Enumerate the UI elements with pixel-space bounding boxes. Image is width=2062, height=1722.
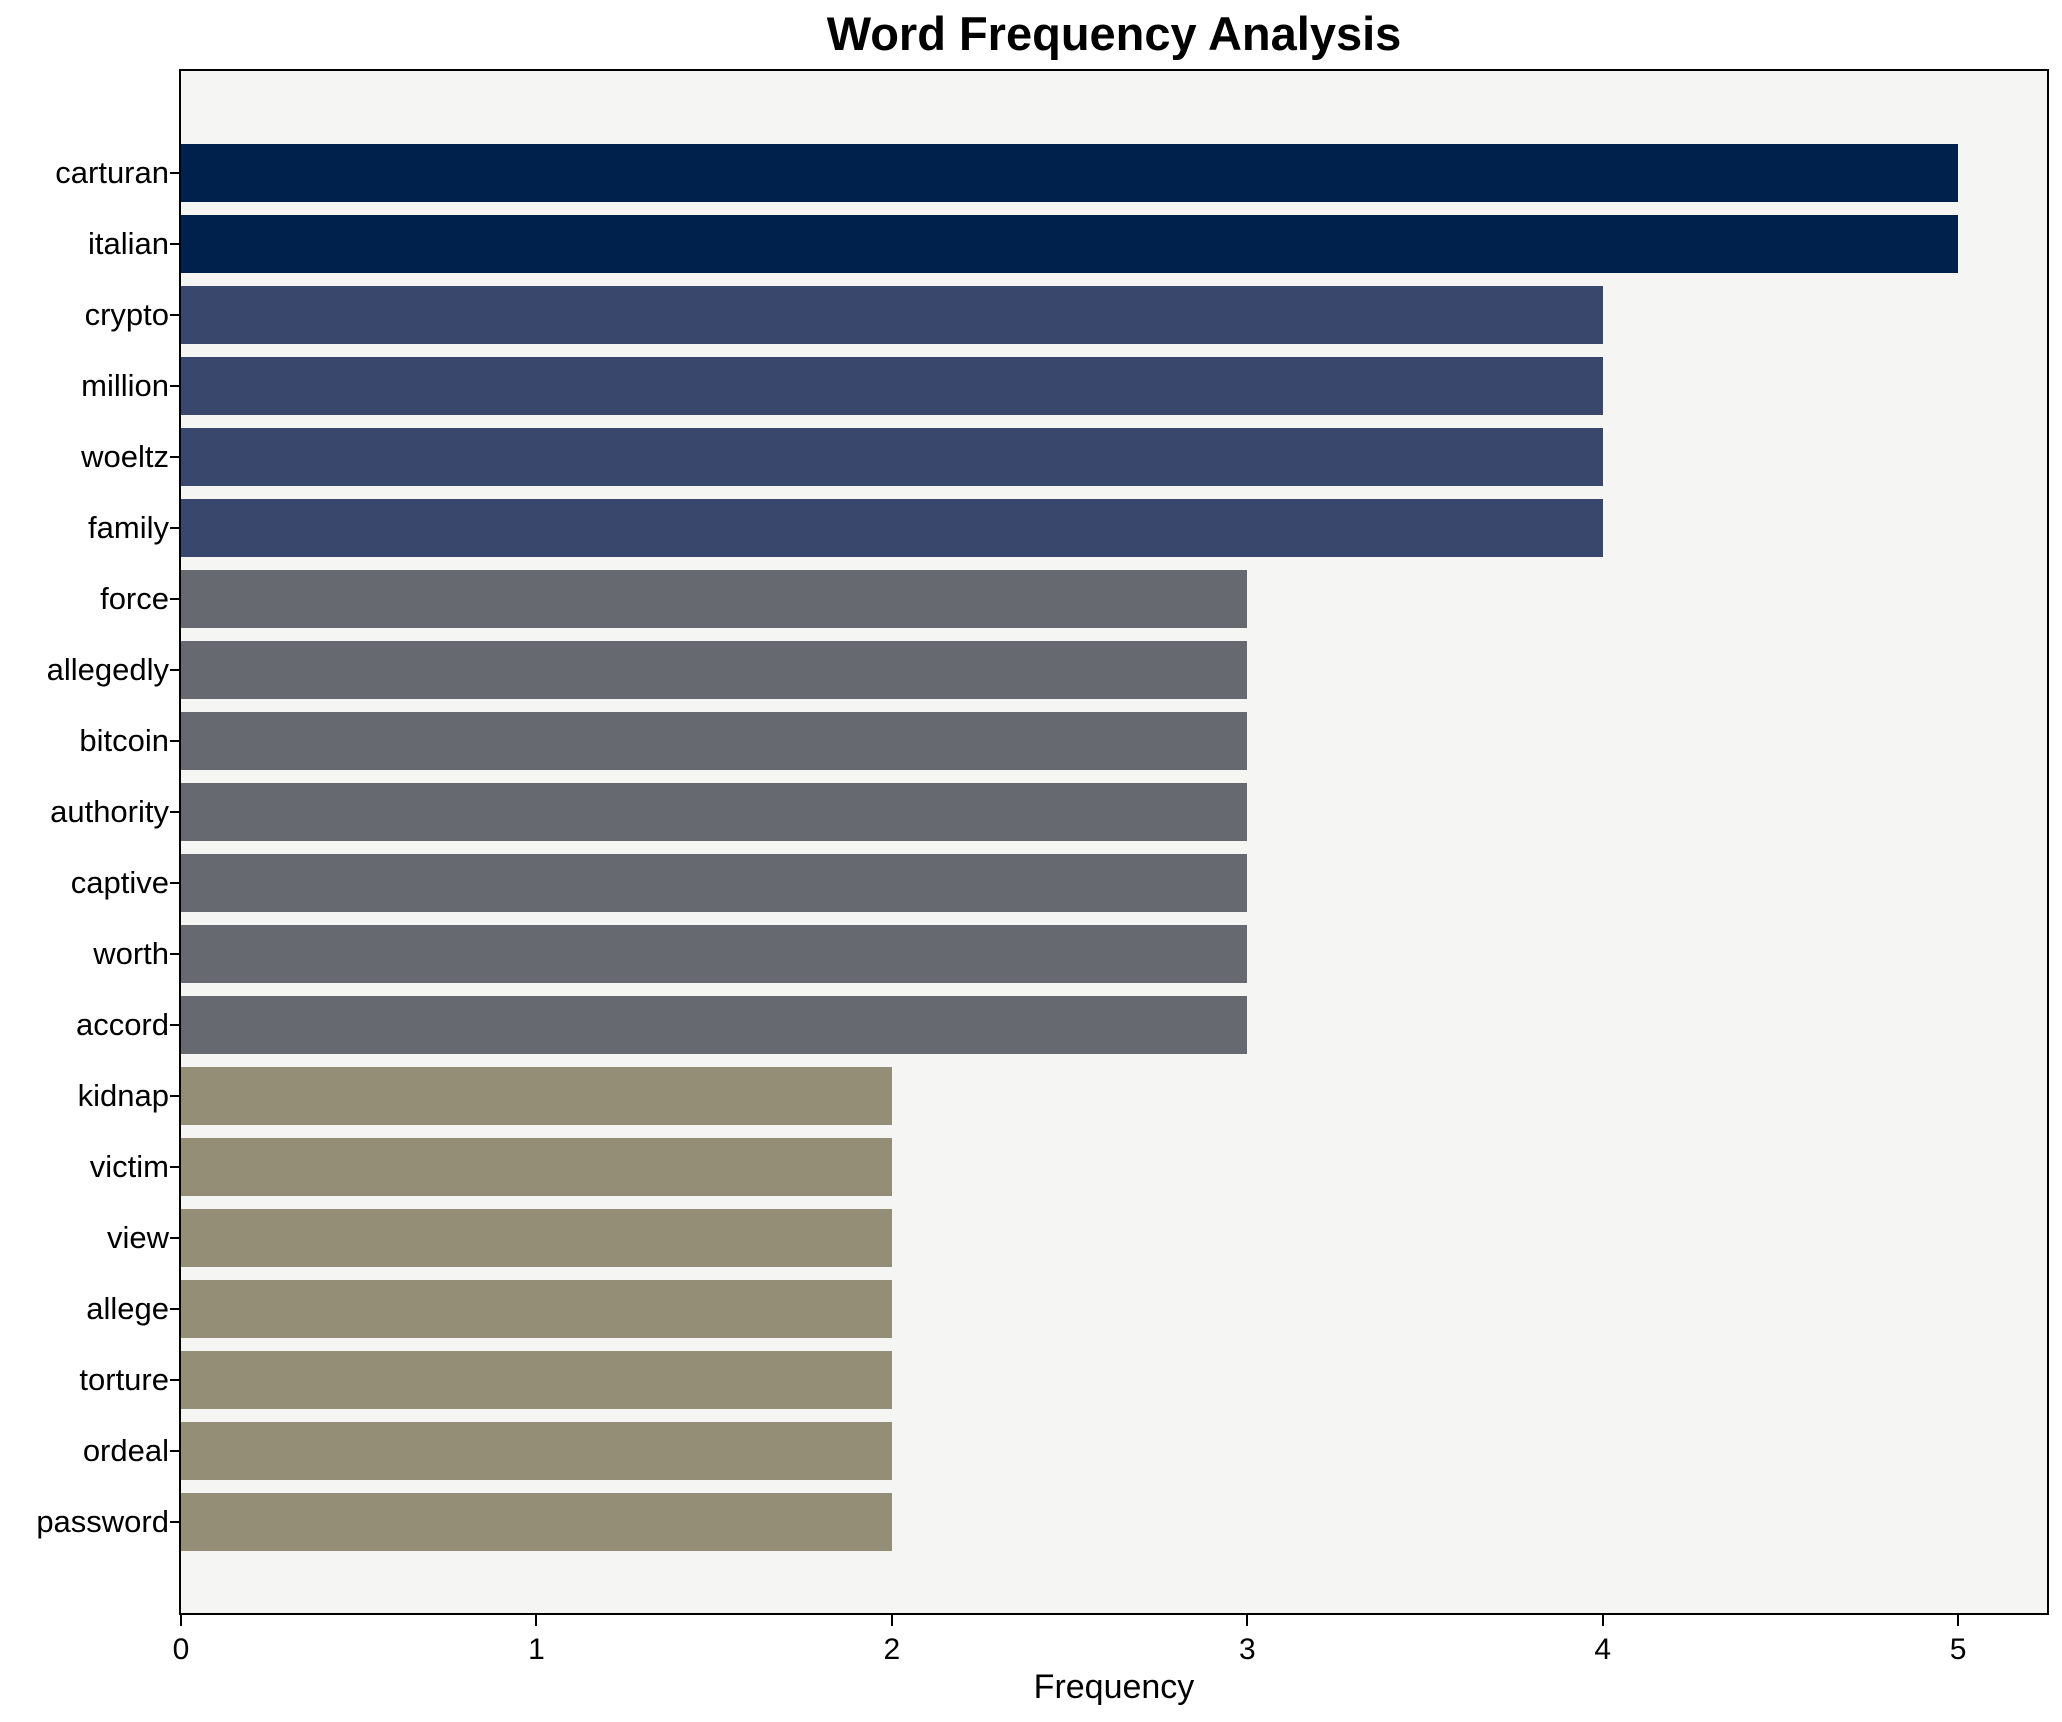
bar-worth xyxy=(181,925,1247,983)
x-tick-mark xyxy=(1601,1615,1604,1626)
bar-kidnap xyxy=(181,1067,892,1125)
y-tick-mark xyxy=(170,1308,179,1310)
x-tick-label-3: 3 xyxy=(1238,1633,1256,1666)
y-tick-label-victim: victim xyxy=(89,1149,169,1184)
bar-view xyxy=(181,1209,892,1267)
y-tick-mark xyxy=(170,1095,179,1097)
x-tick-mark xyxy=(1246,1615,1249,1626)
bar-million xyxy=(181,357,1603,415)
bar-bitcoin xyxy=(181,712,1247,770)
y-tick-label-italian: italian xyxy=(88,226,169,261)
y-tick-label-woeltz: woeltz xyxy=(81,439,169,474)
y-tick-mark xyxy=(170,1024,179,1026)
bar-victim xyxy=(181,1138,892,1196)
y-tick-label-worth: worth xyxy=(93,936,169,971)
bar-torture xyxy=(181,1351,892,1409)
x-tick-label-0: 0 xyxy=(172,1633,190,1666)
y-tick-mark xyxy=(170,1166,179,1168)
y-tick-label-kidnap: kidnap xyxy=(77,1078,169,1113)
bar-allege xyxy=(181,1280,892,1338)
y-tick-label-crypto: crypto xyxy=(84,297,169,332)
y-tick-mark xyxy=(170,385,179,387)
y-tick-mark xyxy=(170,1237,179,1239)
x-tick-label-5: 5 xyxy=(1949,1633,1967,1666)
y-tick-label-authority: authority xyxy=(50,794,169,829)
bar-italian xyxy=(181,215,1958,273)
y-tick-label-captive: captive xyxy=(70,865,169,900)
bar-captive xyxy=(181,854,1247,912)
bar-authority xyxy=(181,783,1247,841)
x-tick-mark xyxy=(180,1615,182,1626)
y-tick-mark xyxy=(170,527,179,529)
y-tick-mark xyxy=(170,1521,179,1523)
x-tick-label-4: 4 xyxy=(1594,1633,1612,1666)
y-tick-label-allegedly: allegedly xyxy=(46,652,169,687)
y-tick-label-accord: accord xyxy=(75,1007,169,1042)
bar-woeltz xyxy=(181,428,1603,486)
y-tick-mark xyxy=(170,314,179,316)
x-tick-label-1: 1 xyxy=(528,1633,545,1666)
bar-allegedly xyxy=(181,641,1247,699)
y-tick-mark xyxy=(170,1450,179,1452)
y-tick-mark xyxy=(170,243,179,245)
y-tick-label-torture: torture xyxy=(79,1362,169,1397)
x-axis-label: Frequency xyxy=(1033,1668,1195,1706)
y-tick-mark xyxy=(170,882,179,884)
y-tick-mark xyxy=(170,953,179,955)
bar-ordeal xyxy=(181,1422,892,1480)
x-tick-mark xyxy=(1957,1615,1960,1626)
y-tick-mark xyxy=(170,669,179,671)
y-tick-mark xyxy=(170,1379,179,1381)
bar-password xyxy=(181,1493,892,1551)
bar-accord xyxy=(181,996,1247,1054)
x-tick-label-2: 2 xyxy=(883,1633,901,1666)
y-tick-label-family: family xyxy=(88,510,169,545)
y-tick-mark xyxy=(170,811,179,813)
bar-crypto xyxy=(181,286,1603,344)
y-tick-label-force: force xyxy=(100,581,169,616)
bar-force xyxy=(181,570,1247,628)
y-tick-label-password: password xyxy=(36,1504,169,1539)
chart-title: Word Frequency Analysis xyxy=(826,7,1402,60)
plot-area xyxy=(179,69,2049,1615)
bar-carturan xyxy=(181,144,1958,202)
y-tick-mark xyxy=(170,740,179,742)
y-tick-label-million: million xyxy=(81,368,169,403)
y-tick-label-ordeal: ordeal xyxy=(82,1433,169,1468)
y-tick-mark xyxy=(170,172,179,174)
y-tick-mark xyxy=(170,456,179,458)
x-tick-mark xyxy=(535,1615,538,1626)
y-tick-label-carturan: carturan xyxy=(55,155,169,190)
y-tick-label-bitcoin: bitcoin xyxy=(79,723,169,758)
x-tick-mark xyxy=(890,1615,893,1626)
y-tick-label-view: view xyxy=(106,1220,169,1255)
y-tick-label-allege: allege xyxy=(86,1291,169,1326)
bar-family xyxy=(181,499,1603,557)
y-tick-mark xyxy=(170,598,179,600)
